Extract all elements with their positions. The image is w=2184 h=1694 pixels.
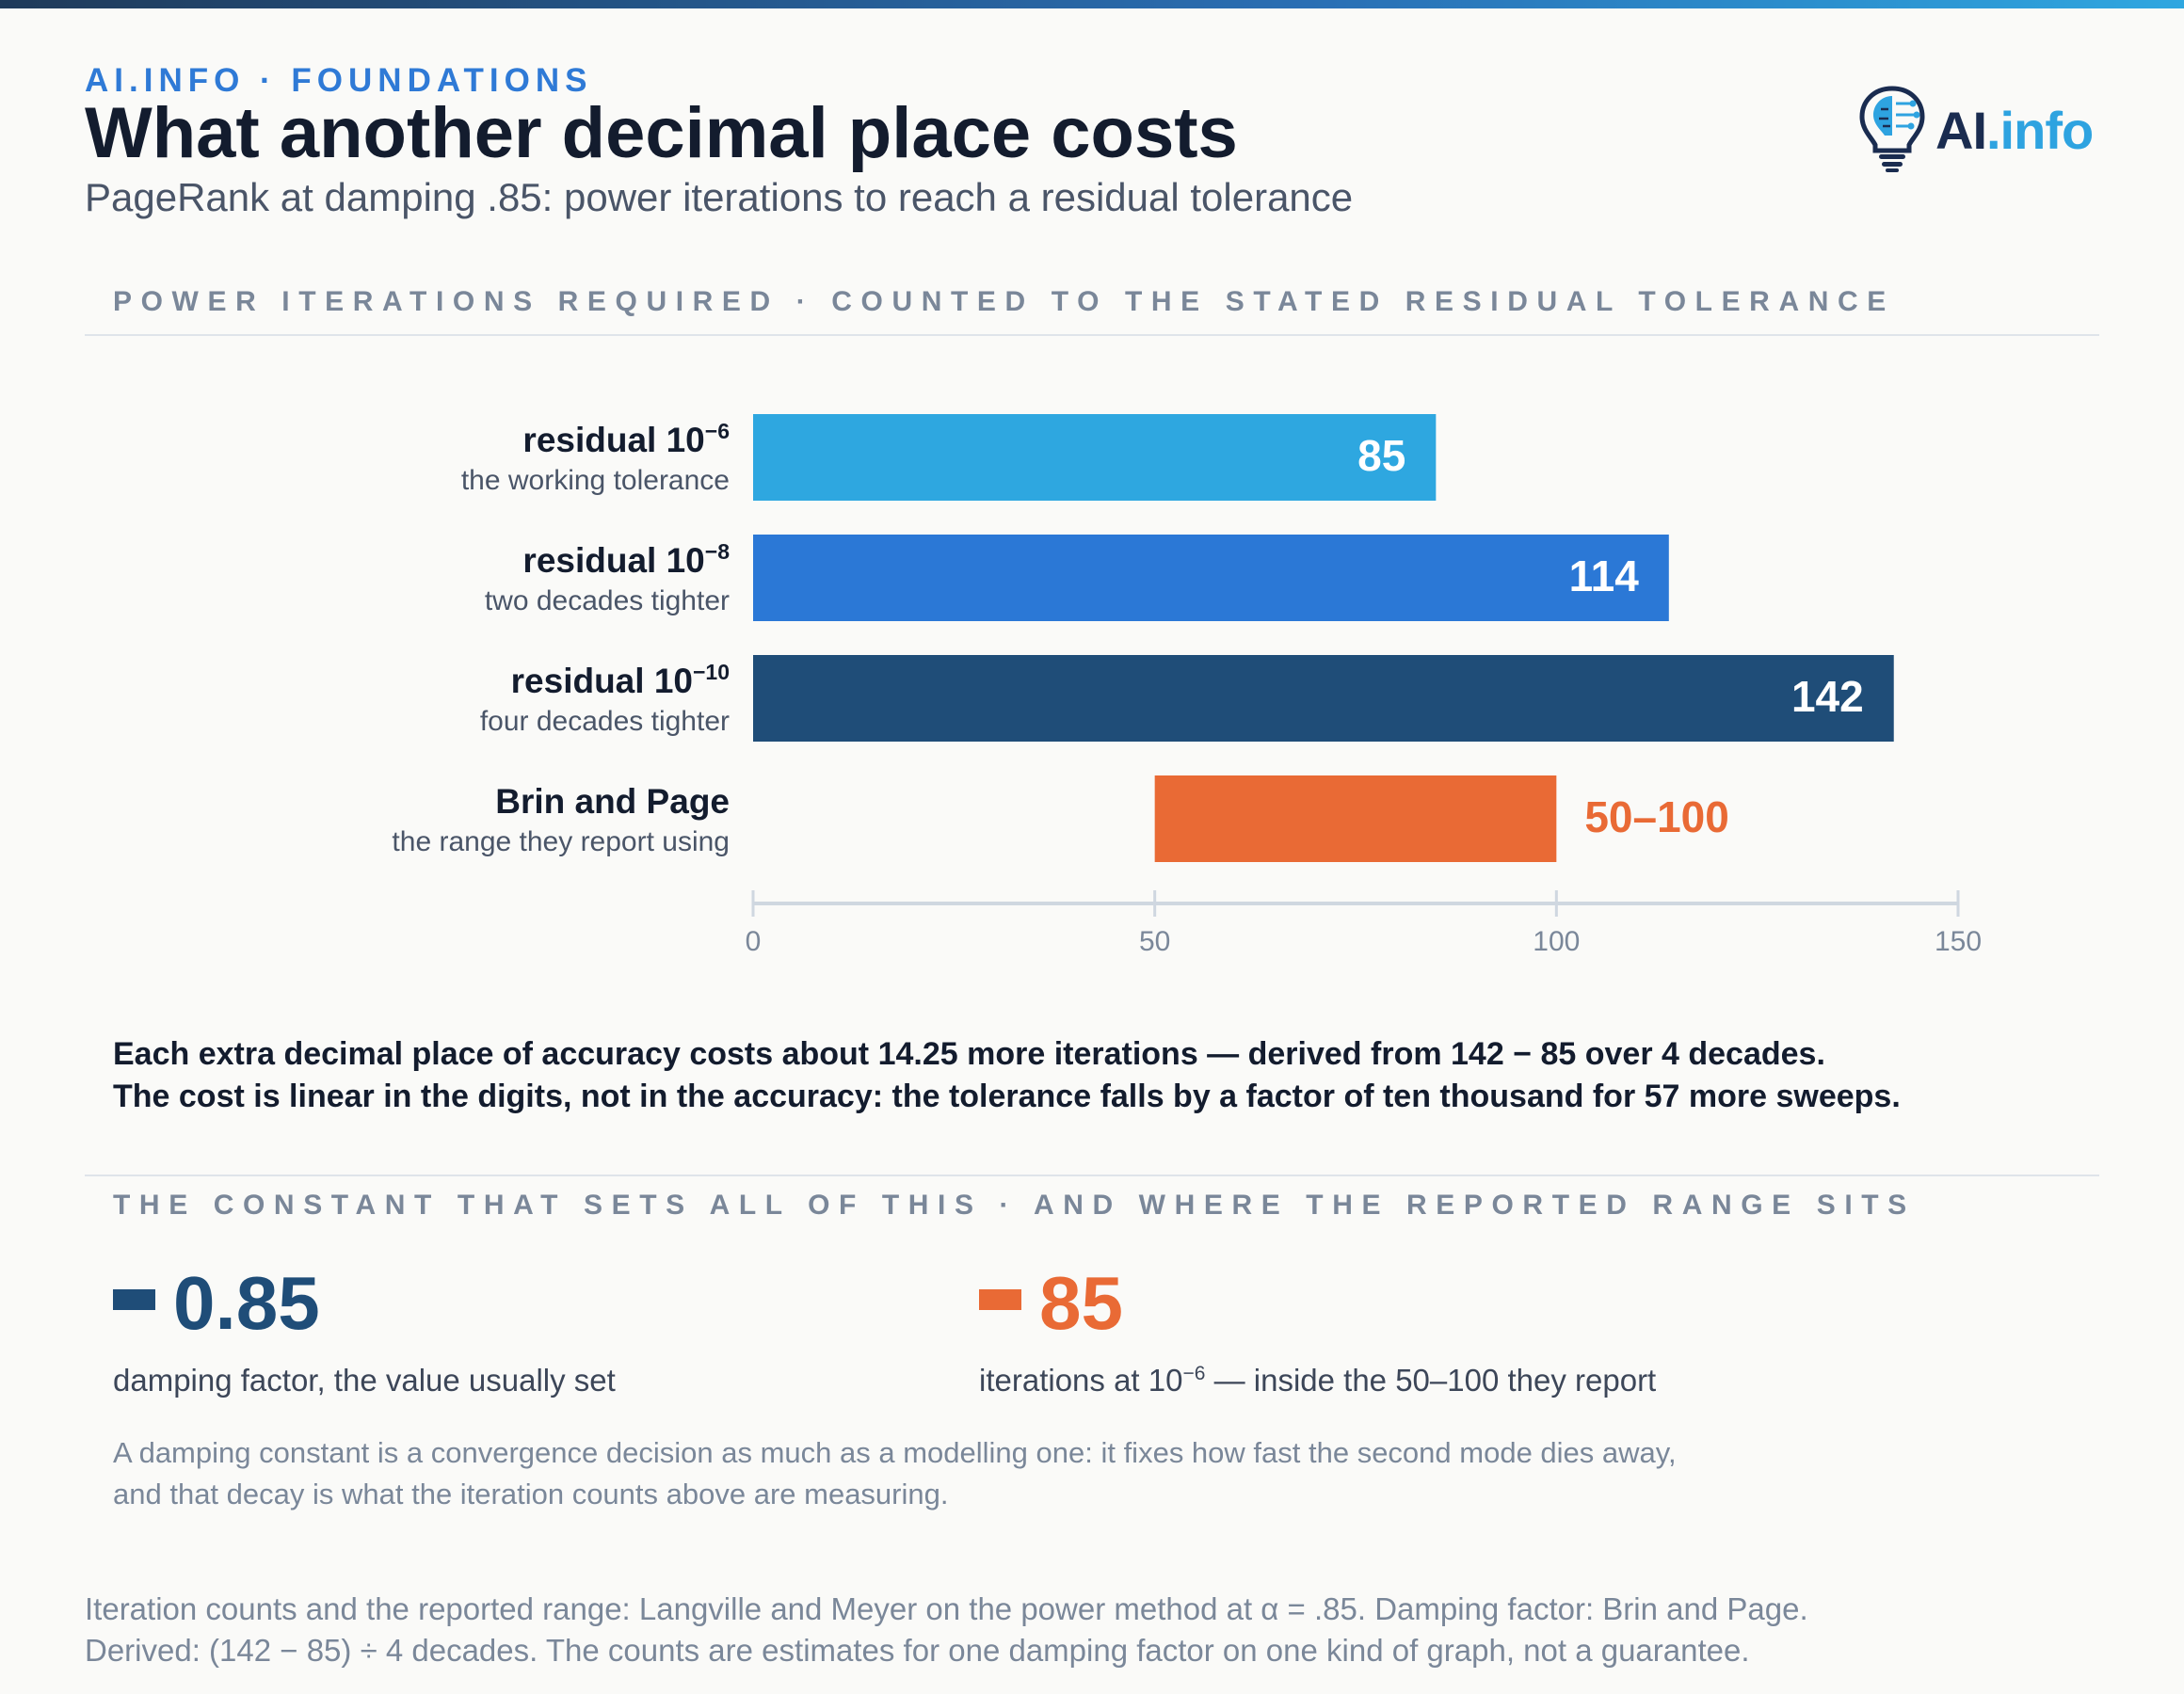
page-subtitle: PageRank at damping .85: power iteration… [85, 175, 1354, 219]
section-label-constant: THE CONSTANT THAT SETS ALL OF THIS · AND… [113, 1190, 1916, 1221]
exponent: −10 [693, 660, 730, 684]
page-title: What another decimal place costs [85, 93, 1238, 173]
exponent: −6 [705, 419, 730, 443]
x-axis-tick-label: 50 [1139, 926, 1170, 957]
exponent: −8 [705, 539, 730, 564]
section-label-iterations: POWER ITERATIONS REQUIRED · COUNTED TO T… [113, 286, 1895, 317]
divider [85, 334, 2099, 336]
source-line-2: Derived: (142 − 85) ÷ 4 decades. The cou… [85, 1633, 1750, 1668]
bar-category-label: residual 10−6 [522, 419, 730, 459]
source-line-1: Iteration counts and the reported range:… [85, 1591, 1808, 1626]
note-line-1: A damping constant is a convergence deci… [113, 1436, 1677, 1469]
bar-sublabel: two decades tighter [485, 585, 730, 616]
bar [753, 655, 1894, 742]
bar [753, 414, 1437, 501]
bar-value-label: 50–100 [1584, 792, 1729, 841]
ai-info-logo: AI.info [1855, 83, 2109, 177]
stat-label-text: iterations at 10 [979, 1363, 1183, 1398]
bar-sublabel: four decades tighter [480, 706, 730, 737]
bar-category-label: residual 10−8 [522, 539, 730, 580]
logo-wordmark: AI.info [1935, 100, 2094, 161]
key-takeaway: Each extra decimal place of accuracy cos… [113, 1033, 1901, 1118]
explanatory-note: A damping constant is a convergence deci… [113, 1432, 1677, 1515]
stat-label: iterations at 10−6 — inside the 50–100 t… [979, 1363, 1656, 1398]
stat-swatch [113, 1289, 155, 1310]
bar-sublabel: the range they report using [392, 826, 730, 857]
source-note: Iteration counts and the reported range:… [85, 1589, 1808, 1671]
bar [1154, 775, 1557, 862]
bar-value-label: 142 [1791, 672, 1864, 721]
logo-prefix: AI [1935, 101, 1987, 160]
lightbulb-brain-icon [1859, 86, 1925, 172]
stat-label-exponent: −6 [1182, 1363, 1206, 1384]
bar-value-label: 85 [1357, 431, 1405, 480]
stat-value: 85 [1039, 1261, 1123, 1345]
bar-category-label: Brin and Page [495, 782, 730, 821]
bar-sublabel: the working tolerance [461, 465, 730, 496]
x-axis-tick-label: 150 [1935, 926, 1982, 957]
stat-swatch [979, 1289, 1021, 1310]
stat-label-text: — inside the 50–100 they report [1205, 1363, 1657, 1398]
takeaway-line-1: Each extra decimal place of accuracy cos… [113, 1036, 1825, 1072]
x-axis-tick-label: 0 [746, 926, 762, 957]
note-line-2: and that decay is what the iteration cou… [113, 1478, 949, 1510]
divider [85, 1175, 2099, 1176]
bar-value-label: 114 [1569, 551, 1640, 600]
bar [753, 535, 1669, 621]
bar-category-label: residual 10−10 [511, 660, 730, 700]
stat-value: 0.85 [173, 1261, 320, 1345]
x-axis-tick-label: 100 [1533, 926, 1580, 957]
stat-label: damping factor, the value usually set [113, 1363, 616, 1398]
takeaway-line-2: The cost is linear in the digits, not in… [113, 1079, 1901, 1114]
kicker: AI.INFO · FOUNDATIONS [85, 62, 593, 99]
iterations-bar-chart: residual 10−6 the working tolerance 85 resi… [392, 414, 1982, 957]
logo-suffix: .info [1986, 101, 2094, 160]
top-accent-bar [0, 0, 2184, 8]
